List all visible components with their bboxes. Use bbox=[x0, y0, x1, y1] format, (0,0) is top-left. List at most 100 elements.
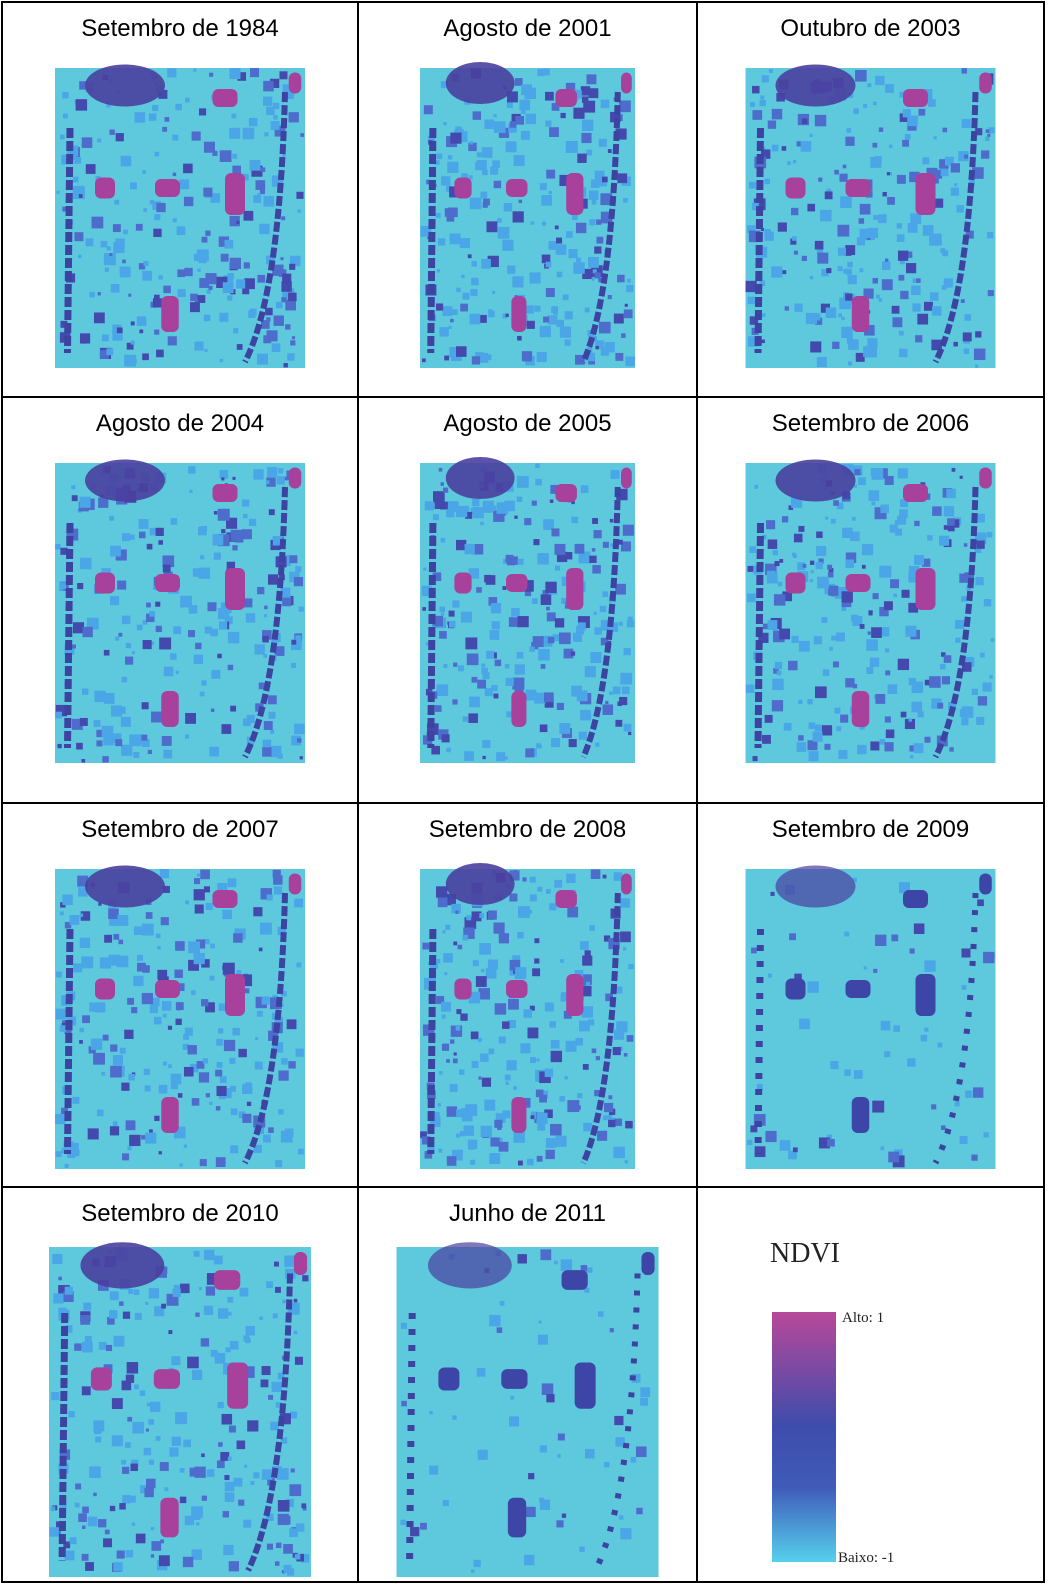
speckle bbox=[829, 647, 833, 651]
speckle bbox=[223, 1511, 229, 1517]
speckle bbox=[289, 1484, 301, 1496]
speckle bbox=[447, 1156, 457, 1166]
speckle bbox=[274, 886, 282, 894]
speckle bbox=[541, 195, 552, 206]
speckle bbox=[909, 678, 916, 685]
speckle bbox=[833, 661, 839, 667]
speckle bbox=[444, 972, 447, 975]
speckle bbox=[266, 107, 274, 115]
speckle bbox=[268, 712, 275, 719]
dark-blob bbox=[776, 460, 856, 502]
speckle bbox=[163, 1014, 167, 1018]
speckle bbox=[625, 357, 635, 367]
speckle bbox=[110, 1066, 122, 1078]
magenta-spot bbox=[454, 178, 471, 199]
magenta-spot bbox=[979, 73, 992, 94]
speckle bbox=[494, 121, 506, 133]
speckle bbox=[537, 352, 547, 362]
speckle bbox=[898, 275, 904, 281]
speckle bbox=[285, 324, 290, 329]
speckle bbox=[811, 570, 814, 573]
speckle bbox=[126, 1550, 133, 1557]
speckle bbox=[180, 1468, 185, 1473]
speckle bbox=[289, 1528, 298, 1537]
speckle bbox=[299, 607, 304, 612]
speckle bbox=[502, 1110, 510, 1118]
speckle bbox=[621, 333, 626, 338]
speckle bbox=[446, 748, 451, 753]
speckle bbox=[816, 546, 826, 556]
speckle bbox=[946, 489, 955, 498]
speckle bbox=[774, 561, 779, 566]
speckle bbox=[72, 495, 78, 501]
magenta-spot bbox=[438, 1367, 459, 1390]
speckle bbox=[481, 664, 485, 668]
speckle bbox=[960, 476, 963, 479]
speckle bbox=[159, 1151, 162, 1154]
speckle bbox=[227, 295, 232, 300]
speckle bbox=[467, 654, 479, 666]
speckle bbox=[582, 120, 593, 131]
speckle bbox=[928, 99, 936, 107]
speckle bbox=[270, 1422, 279, 1431]
panel-label: Setembro de 2006 bbox=[772, 410, 969, 437]
speckle bbox=[268, 695, 277, 704]
speckle bbox=[513, 1086, 517, 1090]
speckle bbox=[247, 1102, 251, 1106]
speckle bbox=[429, 1466, 438, 1475]
speckle bbox=[442, 1015, 446, 1019]
speckle bbox=[267, 467, 277, 477]
speckle bbox=[83, 627, 93, 637]
speckle bbox=[194, 342, 203, 351]
speckle bbox=[150, 1005, 158, 1013]
speckle bbox=[422, 943, 429, 950]
speckle bbox=[401, 1323, 407, 1329]
speckle bbox=[446, 1059, 450, 1063]
speckle bbox=[947, 518, 955, 526]
ndvi-map bbox=[420, 863, 635, 1169]
speckle bbox=[924, 302, 933, 311]
speckle bbox=[449, 611, 455, 617]
speckle bbox=[443, 664, 447, 668]
speckle bbox=[162, 127, 167, 132]
speckle bbox=[195, 1313, 199, 1317]
speckle bbox=[118, 633, 122, 637]
speckle bbox=[273, 1313, 278, 1318]
speckle bbox=[172, 1289, 180, 1297]
speckle bbox=[56, 1009, 67, 1020]
speckle bbox=[117, 956, 129, 968]
speckle bbox=[247, 715, 255, 723]
speckle bbox=[122, 616, 130, 624]
speckle bbox=[595, 272, 601, 278]
speckle bbox=[171, 1356, 180, 1365]
speckle bbox=[447, 162, 458, 173]
speckle bbox=[261, 167, 266, 172]
speckle bbox=[500, 1301, 505, 1306]
speckle bbox=[116, 133, 124, 141]
magenta-spot bbox=[903, 89, 928, 107]
speckle bbox=[144, 1488, 153, 1497]
speckle bbox=[276, 302, 283, 309]
speckle bbox=[627, 279, 631, 283]
speckle bbox=[193, 69, 196, 72]
speckle bbox=[460, 1131, 465, 1136]
speckle bbox=[460, 238, 470, 248]
speckle bbox=[151, 1527, 154, 1530]
speckle bbox=[801, 141, 812, 152]
magenta-spot bbox=[979, 874, 992, 895]
speckle bbox=[94, 312, 105, 323]
speckle bbox=[213, 535, 224, 546]
speckle bbox=[914, 743, 924, 753]
speckle bbox=[226, 1347, 231, 1352]
speckle bbox=[199, 568, 210, 579]
speckle bbox=[838, 750, 847, 759]
speckle bbox=[824, 744, 830, 750]
speckle bbox=[153, 229, 161, 237]
speckle bbox=[440, 607, 445, 612]
speckle bbox=[558, 1434, 565, 1441]
speckle bbox=[217, 1062, 223, 1068]
speckle bbox=[879, 127, 883, 131]
speckle bbox=[873, 102, 877, 106]
speckle bbox=[441, 176, 450, 185]
speckle bbox=[443, 488, 448, 493]
